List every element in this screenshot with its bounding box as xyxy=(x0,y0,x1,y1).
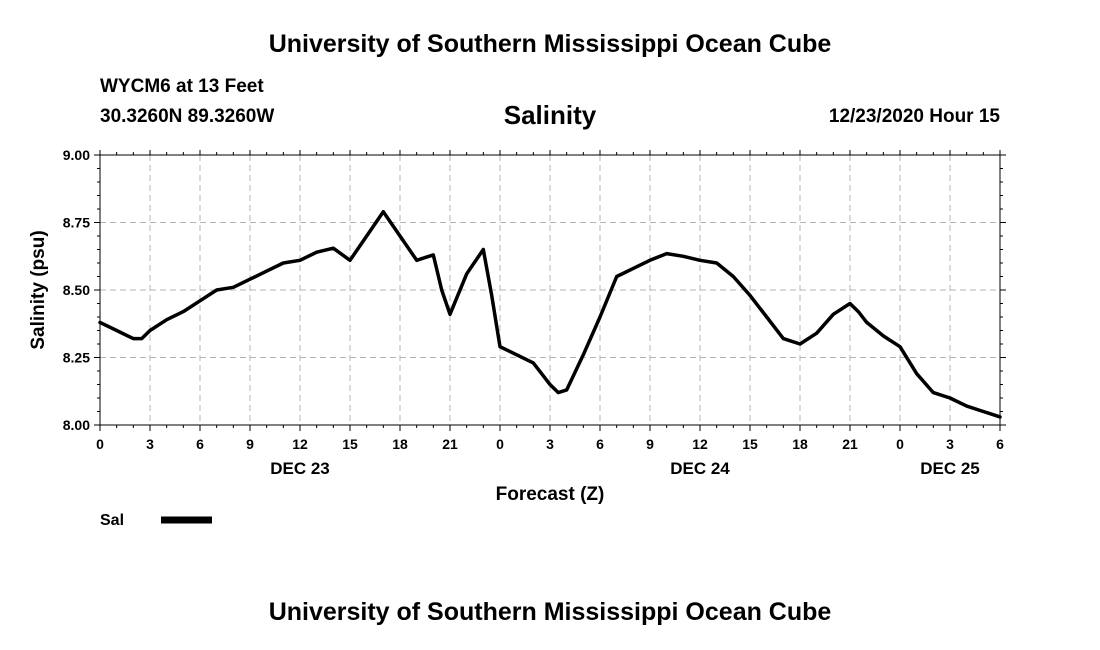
day-label: DEC 24 xyxy=(670,459,730,478)
day-label: DEC 23 xyxy=(270,459,330,478)
page-title-bottom: University of Southern Mississippi Ocean… xyxy=(268,598,832,626)
x-tick-label: 0 xyxy=(96,436,104,452)
x-tick-label: 18 xyxy=(792,436,808,452)
y-tick-label: 8.00 xyxy=(63,417,90,433)
x-tick-label: 3 xyxy=(946,436,954,452)
x-tick-label: 3 xyxy=(146,436,154,452)
series-line-sal xyxy=(98,209,1002,419)
x-tick-label: 3 xyxy=(546,436,554,452)
y-tick-label: 8.50 xyxy=(63,282,90,298)
y-tick-label: 8.25 xyxy=(63,350,90,366)
x-tick-label: 15 xyxy=(742,436,758,452)
x-axis-label: Forecast (Z) xyxy=(496,484,605,505)
x-tick-label: 6 xyxy=(196,436,204,452)
day-label: DEC 25 xyxy=(920,459,980,478)
station-label: WYCM6 at 13 Feet xyxy=(100,76,264,97)
x-tick-label: 6 xyxy=(996,436,1004,452)
page-title-top: University of Southern Mississippi Ocean… xyxy=(268,30,832,58)
y-tick-label: 8.75 xyxy=(63,215,90,231)
x-tick-label: 9 xyxy=(646,436,654,452)
x-tick-label: 21 xyxy=(842,436,858,452)
x-tick-label: 15 xyxy=(342,436,358,452)
x-tick-label: 21 xyxy=(442,436,458,452)
x-tick-label: 9 xyxy=(246,436,254,452)
x-tick-label: 18 xyxy=(392,436,408,452)
x-tick-label: 12 xyxy=(692,436,708,452)
coordinates-label: 30.3260N 89.3260W xyxy=(100,106,275,127)
x-tick-label: 0 xyxy=(496,436,504,452)
y-tick-label: 9.00 xyxy=(63,147,90,163)
x-tick-label: 6 xyxy=(596,436,604,452)
chart-title: Salinity xyxy=(503,100,597,130)
y-axis-label: Salinity (psu) xyxy=(28,230,49,349)
x-tick-label: 0 xyxy=(896,436,904,452)
forecast-datetime: 12/23/2020 Hour 15 xyxy=(828,106,1000,127)
legend-label: Sal xyxy=(100,512,124,529)
x-tick-label: 12 xyxy=(292,436,308,452)
